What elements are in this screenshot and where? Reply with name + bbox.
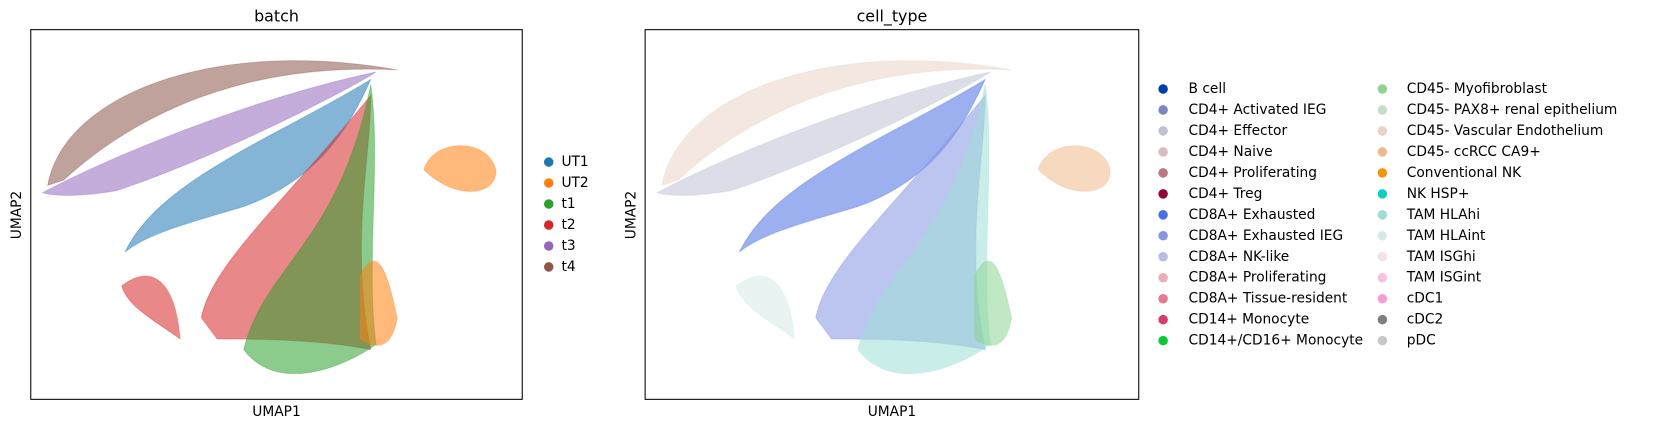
legend-label: UT2 xyxy=(561,175,588,191)
legend-marker xyxy=(1158,189,1168,199)
legend-marker xyxy=(1377,335,1388,346)
legend-label: t1 xyxy=(561,196,575,212)
legend-marker xyxy=(1377,231,1388,241)
legend-marker xyxy=(1158,231,1168,241)
legend-marker xyxy=(1158,147,1168,157)
legend-label: CD14+/CD16+ Monocyte xyxy=(1189,333,1364,349)
plot-frame xyxy=(644,29,1140,400)
point-cloud xyxy=(661,60,1012,187)
legend-marker xyxy=(543,199,554,209)
legend-label: cDC2 xyxy=(1407,312,1444,328)
legend-marker xyxy=(1158,293,1168,304)
legend-label: CD45- ccRCC CA9+ xyxy=(1407,144,1541,160)
legend-marker xyxy=(1377,105,1388,115)
legend-label: CD4+ Naive xyxy=(1189,144,1273,160)
legend-marker xyxy=(1158,335,1168,346)
plot-frame xyxy=(30,29,523,400)
legend-label: Conventional NK xyxy=(1407,165,1522,181)
legend-label: CD45- Myofibroblast xyxy=(1407,81,1548,97)
legend-label: NK HSP+ xyxy=(1407,186,1470,202)
legend-label: TAM HLAint xyxy=(1406,228,1486,244)
point-cloud xyxy=(121,275,181,341)
point-cloud xyxy=(47,60,398,187)
legend-label: UT1 xyxy=(561,154,588,170)
legend-label: pDC xyxy=(1407,333,1436,349)
point-cloud xyxy=(974,260,1013,346)
legend-marker xyxy=(543,220,554,230)
legend-marker xyxy=(1377,84,1388,94)
legend-marker xyxy=(1377,147,1388,157)
legend-marker xyxy=(1158,105,1168,115)
point-cloud xyxy=(1037,145,1111,192)
y-axis-label: UMAP2 xyxy=(623,191,639,239)
point-cloud xyxy=(857,84,992,375)
legend-marker xyxy=(1377,314,1388,325)
legend-label: TAM ISGint xyxy=(1406,270,1482,286)
legend-label: t2 xyxy=(561,217,575,233)
legend-label: CD8A+ Tissue-resident xyxy=(1189,291,1348,307)
legend-label: B cell xyxy=(1189,81,1227,97)
legend-marker xyxy=(1377,293,1388,304)
legend-marker xyxy=(1158,84,1168,94)
legend-label: TAM ISGhi xyxy=(1406,249,1476,265)
legend-marker xyxy=(1158,126,1168,136)
legend-marker xyxy=(543,178,554,188)
legend-marker xyxy=(1158,314,1168,325)
scatter-panel xyxy=(40,60,497,375)
point-cloud xyxy=(423,145,497,192)
x-axis-label: UMAP1 xyxy=(252,404,300,420)
legend-marker xyxy=(1377,126,1388,136)
chart-title: batch xyxy=(254,6,299,25)
legend-label: CD4+ Treg xyxy=(1189,186,1263,202)
legend-marker xyxy=(1377,251,1388,262)
legend-label: CD4+ Effector xyxy=(1189,123,1288,139)
point-cloud xyxy=(738,78,987,253)
legend-label: CD8A+ Exhausted IEG xyxy=(1189,228,1344,244)
legend-marker xyxy=(543,241,554,251)
legend-label: cDC1 xyxy=(1407,291,1444,307)
legend-label: CD14+ Monocyte xyxy=(1189,312,1310,328)
point-cloud xyxy=(359,260,398,346)
point-cloud xyxy=(124,78,372,253)
legend-label: t4 xyxy=(561,259,575,275)
legend-marker xyxy=(1377,210,1388,220)
legend-marker xyxy=(1377,168,1388,178)
legend-label: CD4+ Proliferating xyxy=(1189,165,1317,181)
y-axis-label: UMAP2 xyxy=(9,191,25,239)
legend-marker xyxy=(1158,272,1168,283)
legend-label: t3 xyxy=(561,238,575,254)
legend-label: CD8A+ Exhausted xyxy=(1189,207,1316,223)
point-cloud xyxy=(243,84,377,375)
point-cloud xyxy=(40,71,377,196)
scatter-panel xyxy=(655,60,1111,375)
legend-marker xyxy=(1158,251,1168,262)
point-cloud xyxy=(735,275,796,341)
legend-label: CD4+ Activated IEG xyxy=(1189,102,1327,118)
legend-label: CD8A+ Proliferating xyxy=(1189,270,1327,286)
legend-label: CD45- Vascular Endothelium xyxy=(1407,123,1604,139)
legend-marker xyxy=(1158,210,1168,220)
legend-marker xyxy=(1377,272,1388,283)
chart-title: cell_type xyxy=(857,6,928,26)
legend-label: CD45- PAX8+ renal epithelium xyxy=(1407,102,1618,118)
point-cloud xyxy=(655,71,991,196)
x-axis-label: UMAP1 xyxy=(868,404,916,420)
legend-marker xyxy=(543,262,554,272)
legend-marker xyxy=(543,157,554,167)
legend-marker xyxy=(1377,189,1388,199)
legend-label: TAM HLAhi xyxy=(1406,207,1480,223)
legend-label: CD8A+ NK-like xyxy=(1189,249,1290,265)
legend-marker xyxy=(1158,168,1168,178)
